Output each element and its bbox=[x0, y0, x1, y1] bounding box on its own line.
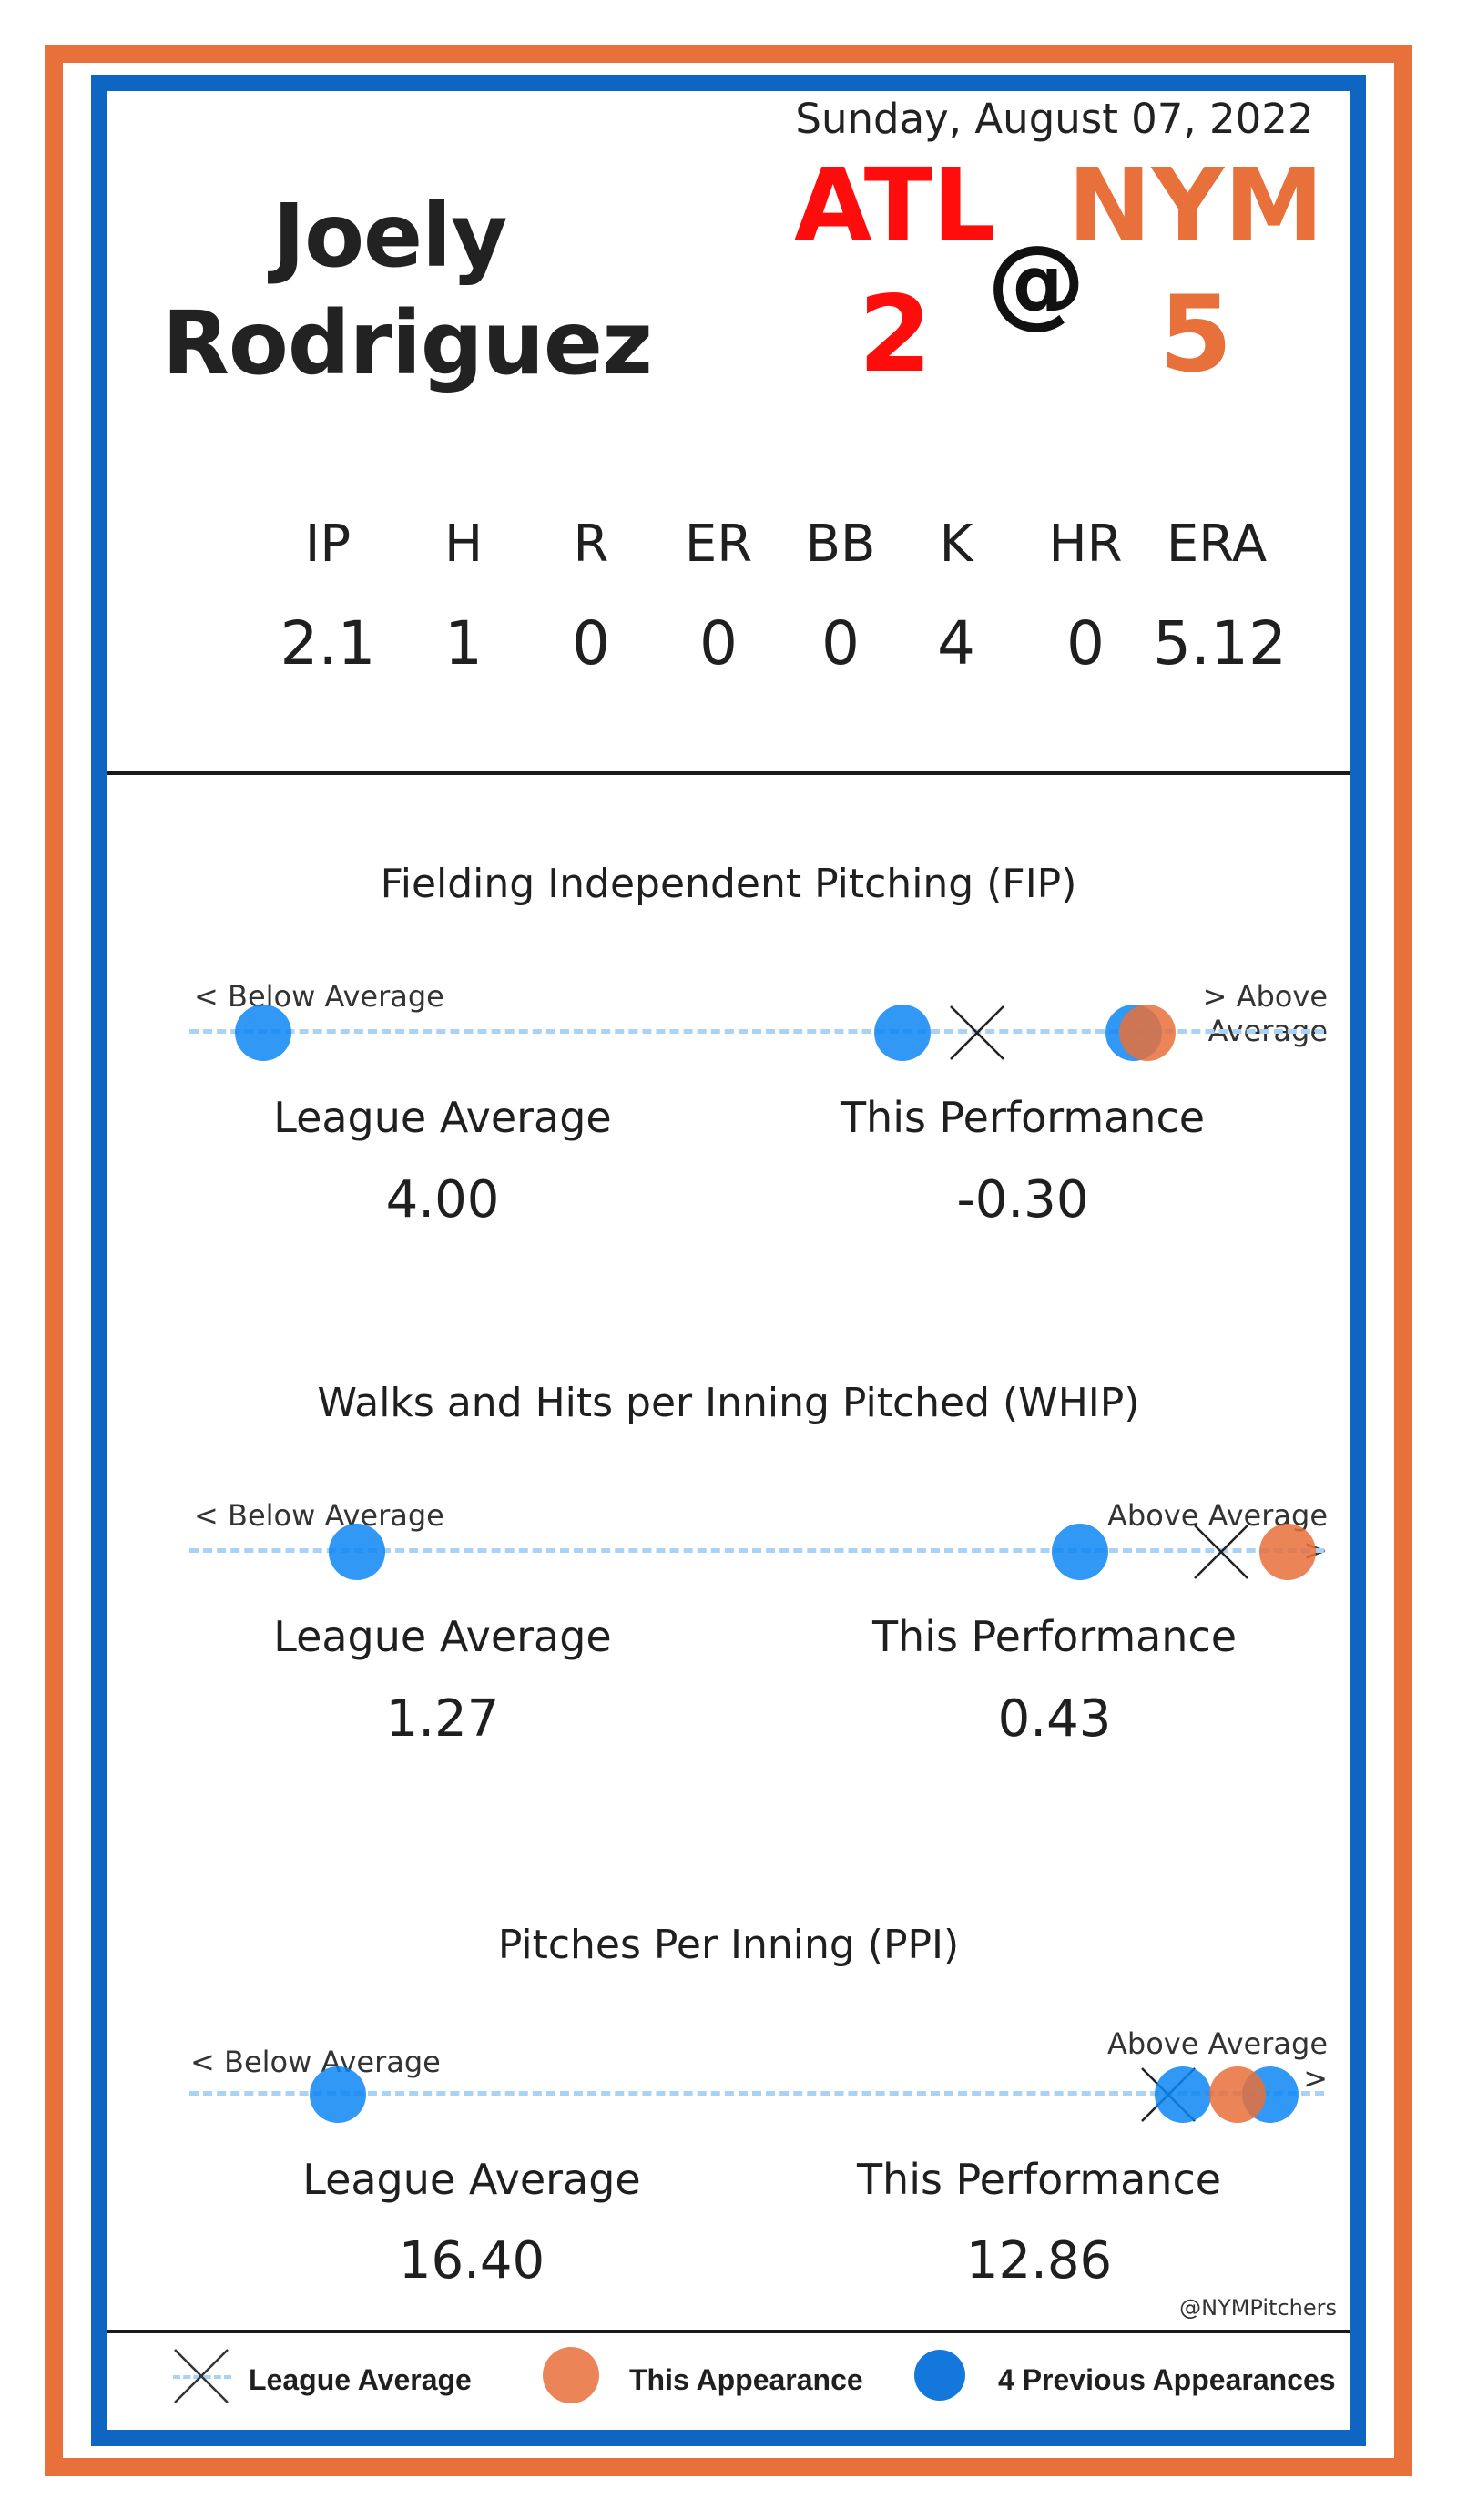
header-divider bbox=[107, 771, 1350, 775]
stat-value-era: 5.12 bbox=[1153, 608, 1287, 678]
legend-x-icon bbox=[174, 2349, 229, 2403]
metric-title: Fielding Independent Pitching (FIP) bbox=[380, 861, 1077, 907]
stat-header-ip: IP bbox=[304, 515, 352, 574]
player-last-name: Rodriguez bbox=[162, 292, 653, 394]
at-separator: @ bbox=[987, 225, 1085, 339]
this-appearance-dot bbox=[1119, 1005, 1176, 1061]
above-average-label: Above Average > bbox=[1107, 2026, 1328, 2096]
scale-track bbox=[189, 2091, 1324, 2096]
league-average-value: 1.27 bbox=[385, 1689, 500, 1749]
away-score: 2 bbox=[858, 273, 932, 396]
legend-this-appearance-label: This Appearance bbox=[629, 2363, 863, 2396]
previous-appearance-dot bbox=[874, 1005, 931, 1061]
this-performance-label: This Performance bbox=[871, 1612, 1238, 1661]
scale-track bbox=[189, 1029, 1324, 1034]
below-average-label: < Below Average bbox=[190, 2045, 441, 2079]
below-average-label: < Below Average bbox=[194, 1498, 444, 1533]
stat-header-r: R bbox=[573, 515, 609, 574]
legend-previous-appearances-label: 4 Previous Appearances bbox=[998, 2363, 1336, 2396]
league-average-label: League Average bbox=[273, 1612, 612, 1661]
home-team: NYM bbox=[1067, 147, 1324, 263]
stat-value-er: 0 bbox=[699, 608, 738, 678]
infographic-card: Joely Rodriguez Sunday, August 07, 2022 … bbox=[107, 91, 1350, 2430]
this-performance-value: 12.86 bbox=[965, 2231, 1113, 2290]
stat-header-era: ERA bbox=[1166, 515, 1268, 574]
legend-league-average-label: League Average bbox=[249, 2363, 472, 2396]
stat-header-er: ER bbox=[684, 515, 753, 574]
player-name: Joely Rodriguez bbox=[162, 182, 653, 397]
below-average-label: < Below Average bbox=[194, 979, 444, 1014]
league-average-label: League Average bbox=[273, 1093, 612, 1142]
metric-title: Pitches Per Inning (PPI) bbox=[497, 1922, 960, 1968]
footer-divider bbox=[107, 2330, 1350, 2333]
stat-value-h: 1 bbox=[444, 608, 483, 678]
stat-header-h: H bbox=[443, 515, 484, 574]
blue-inner-frame: Joely Rodriguez Sunday, August 07, 2022 … bbox=[91, 75, 1366, 2446]
previous-appearance-dot bbox=[310, 2066, 366, 2123]
stat-header-k: K bbox=[939, 515, 973, 574]
this-performance-label: This Performance bbox=[856, 2155, 1222, 2204]
previous-appearance-dot bbox=[1052, 1524, 1108, 1580]
league-average-x-icon bbox=[1194, 1525, 1248, 1579]
previous-appearance-dot bbox=[235, 1005, 291, 1061]
this-performance-value: 0.43 bbox=[997, 1689, 1112, 1749]
this-performance-label: This Performance bbox=[840, 1093, 1206, 1142]
player-first-name: Joely bbox=[272, 185, 507, 287]
stat-value-bb: 0 bbox=[821, 608, 860, 678]
metric-title: Walks and Hits per Inning Pitched (WHIP) bbox=[317, 1380, 1140, 1426]
stat-value-r: 0 bbox=[572, 608, 610, 678]
previous-appearance-dot bbox=[1155, 2066, 1211, 2123]
legend-this-appearance-icon bbox=[543, 2347, 599, 2403]
away-team: ATL bbox=[794, 147, 996, 263]
this-appearance-dot bbox=[1209, 2066, 1266, 2123]
twitter-handle: @NYMPitchers bbox=[1179, 2295, 1337, 2321]
orange-outer-frame: Joely Rodriguez Sunday, August 07, 2022 … bbox=[45, 45, 1412, 2476]
this-appearance-dot bbox=[1259, 1524, 1316, 1580]
legend-previous-appearances-icon bbox=[914, 2350, 965, 2401]
league-average-label: League Average bbox=[302, 2155, 641, 2204]
scale-track bbox=[189, 1548, 1324, 1553]
stat-value-k: 4 bbox=[937, 608, 975, 678]
stat-header-hr: HR bbox=[1048, 515, 1123, 574]
home-score: 5 bbox=[1158, 273, 1233, 396]
league-average-value: 16.40 bbox=[398, 2231, 545, 2290]
league-average-x-icon bbox=[950, 1005, 1004, 1060]
this-performance-value: -0.30 bbox=[956, 1170, 1089, 1229]
stat-value-ip: 2.1 bbox=[280, 608, 376, 678]
stat-value-hr: 0 bbox=[1066, 608, 1105, 678]
previous-appearance-dot bbox=[329, 1524, 385, 1580]
league-average-value: 4.00 bbox=[385, 1170, 500, 1229]
stat-header-bb: BB bbox=[805, 515, 876, 574]
game-date: Sunday, August 07, 2022 bbox=[795, 95, 1314, 143]
